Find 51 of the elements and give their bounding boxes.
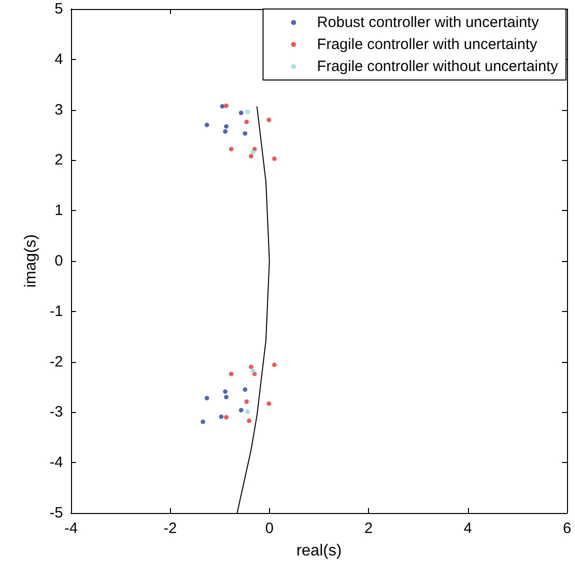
point [242, 131, 248, 136]
point [272, 362, 277, 368]
point [228, 146, 234, 152]
point [224, 414, 228, 420]
point [223, 129, 228, 134]
y-tick-label: -1 [50, 302, 63, 320]
point [248, 364, 254, 370]
point [266, 401, 272, 406]
point [266, 118, 272, 122]
point [244, 120, 249, 124]
point [228, 372, 234, 376]
y-tick-label: 3 [54, 101, 63, 118]
point [250, 368, 256, 374]
legend-label: Fragile controller with uncertainty [317, 36, 538, 53]
x-tick-label: 4 [464, 520, 472, 537]
y-tick-label: -3 [50, 404, 63, 421]
legend-label: Fragile controller without uncertainty [317, 58, 558, 75]
y-axis-title: imag(s) [22, 234, 40, 288]
point [245, 409, 250, 414]
point [224, 124, 228, 129]
legend-label: Robust controller with uncertainty [317, 14, 540, 31]
point [224, 394, 228, 400]
point [246, 418, 252, 424]
point [224, 104, 228, 108]
y-tick-label: 1 [54, 202, 63, 220]
point [204, 396, 210, 400]
point [220, 104, 225, 109]
x-axis-title: real(s) [296, 542, 342, 560]
point [272, 156, 277, 161]
y-tick-label: -2 [50, 353, 63, 370]
point [250, 150, 256, 154]
x-tick-label: -2 [164, 520, 177, 537]
y-tick-label: 2 [54, 152, 63, 169]
y-tick-label: -5 [50, 504, 63, 522]
y-tick-label: 5 [54, 0, 63, 18]
point [238, 408, 244, 412]
x-tick-label: 2 [364, 520, 373, 537]
y-tick-label: 0 [54, 252, 63, 270]
point [248, 154, 254, 158]
point [244, 399, 249, 404]
x-tick-label: 6 [562, 520, 572, 537]
x-tick-label: 0 [265, 520, 274, 537]
y-tick-label: -4 [50, 454, 63, 472]
y-tick-label: 4 [54, 50, 63, 68]
point [238, 110, 244, 116]
point [245, 110, 250, 114]
point [223, 389, 228, 394]
point [219, 414, 224, 419]
point [204, 122, 210, 128]
point [242, 387, 248, 392]
point [200, 420, 206, 424]
